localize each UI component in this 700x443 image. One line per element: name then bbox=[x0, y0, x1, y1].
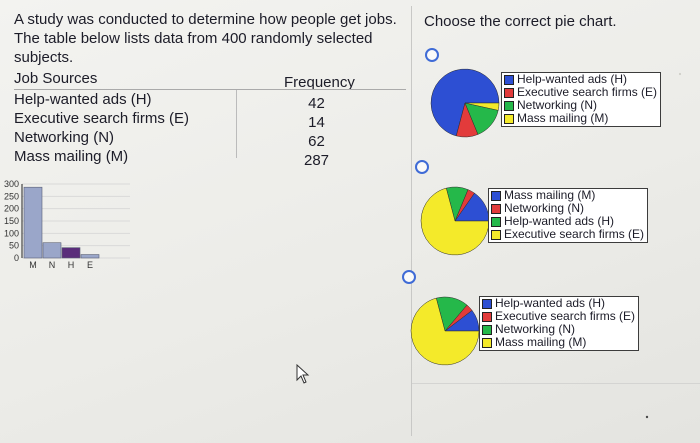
option-a-pie[interactable] bbox=[428, 66, 502, 140]
legend-label: Help-wanted ads (H) bbox=[504, 214, 615, 228]
bar bbox=[23, 186, 43, 259]
table-cell-source: Mass mailing (M) bbox=[14, 148, 129, 165]
legend-label: Mass mailing (M) bbox=[504, 188, 596, 202]
y-tick-label: 150 bbox=[4, 216, 19, 226]
bar bbox=[61, 247, 81, 259]
y-tick-label: 0 bbox=[14, 253, 19, 263]
bottom-divider bbox=[412, 383, 700, 384]
legend-label: Executive search firms (E) bbox=[504, 227, 645, 241]
legend-label: Help-wanted ads (H) bbox=[495, 296, 606, 310]
table-cell-source: Executive search firms (E) bbox=[14, 110, 190, 127]
table-header-rule bbox=[14, 89, 406, 90]
header-frequency: Frequency bbox=[284, 74, 355, 91]
y-tick-label: 200 bbox=[4, 204, 19, 214]
x-tick-label: N bbox=[49, 260, 56, 270]
legend-swatch bbox=[491, 190, 501, 201]
legend-label: Executive search firms (E) bbox=[495, 309, 636, 323]
legend-item: Mass mailing (M) bbox=[482, 336, 635, 349]
legend-item: Executive search firms (E) bbox=[482, 310, 635, 323]
option-a-radio[interactable] bbox=[425, 48, 439, 62]
legend-swatch bbox=[504, 87, 514, 98]
question-line: The table below lists data from 400 rand… bbox=[14, 30, 373, 47]
table-cell-frequency: 62 bbox=[308, 133, 325, 150]
bar-chart: 300 250 200 150 100 50 0M N H E bbox=[4, 179, 130, 270]
x-tick-label: M bbox=[29, 260, 37, 270]
y-tick-label: 50 bbox=[9, 241, 19, 251]
y-tick-label: 250 bbox=[4, 191, 19, 201]
legend-label: Executive search firms (E) bbox=[517, 85, 658, 99]
legend-item: Mass mailing (M) bbox=[491, 189, 644, 202]
x-tick-label: E bbox=[87, 260, 93, 270]
legend-swatch bbox=[482, 337, 492, 348]
legend-item: Help-wanted ads (H) bbox=[491, 215, 644, 228]
legend-label: Networking (N) bbox=[504, 201, 585, 215]
legend-label: Networking (N) bbox=[495, 322, 576, 336]
option-c-radio[interactable] bbox=[402, 270, 416, 284]
legend-swatch bbox=[504, 100, 514, 111]
prompt-text: Choose the correct pie chart. bbox=[424, 13, 617, 30]
legend-swatch bbox=[491, 216, 501, 227]
table-cell-frequency: 14 bbox=[308, 114, 325, 131]
legend-item: Networking (N) bbox=[482, 323, 635, 336]
question-text: A study was conducted to determine how p… bbox=[14, 10, 406, 67]
legend-swatch bbox=[491, 229, 501, 240]
pie-slice bbox=[464, 102, 500, 111]
bar bbox=[42, 242, 62, 259]
option-a-legend: Help-wanted ads (H) Executive search fir… bbox=[501, 72, 662, 127]
option-c-legend: Help-wanted ads (H) Executive search fir… bbox=[479, 296, 640, 351]
option-b-legend: Mass mailing (M) Networking (N) Help-wan… bbox=[488, 188, 649, 243]
legend-swatch bbox=[504, 74, 514, 85]
header-job-sources: Job Sources bbox=[14, 70, 98, 87]
table-cell-source: Help-wanted ads (H) bbox=[14, 91, 152, 108]
legend-item: Networking (N) bbox=[491, 202, 644, 215]
option-c-pie[interactable] bbox=[408, 294, 482, 368]
pie-slice bbox=[420, 187, 490, 256]
legend-item: Executive search firms (E) bbox=[491, 228, 644, 241]
question-line: subjects. bbox=[14, 49, 74, 66]
legend-swatch bbox=[491, 203, 501, 214]
legend-item: Mass mailing (M) bbox=[504, 112, 657, 125]
table-cell-frequency: 287 bbox=[303, 152, 330, 169]
bar bbox=[80, 254, 100, 259]
option-b-radio[interactable] bbox=[415, 160, 429, 174]
pie-slice bbox=[410, 297, 480, 366]
table-column-rule bbox=[236, 90, 237, 158]
legend-item: Networking (N) bbox=[504, 99, 657, 112]
table-cell-source: Networking (N) bbox=[14, 129, 115, 146]
table-cell-frequency: 42 bbox=[308, 95, 325, 112]
legend-label: Help-wanted ads (H) bbox=[517, 72, 628, 86]
legend-swatch bbox=[482, 311, 492, 322]
legend-swatch bbox=[482, 298, 492, 309]
legend-item: Executive search firms (E) bbox=[504, 86, 657, 99]
y-tick-label: 300 bbox=[4, 179, 19, 189]
legend-swatch bbox=[482, 324, 492, 335]
legend-item: Help-wanted ads (H) bbox=[482, 297, 635, 310]
column-divider bbox=[411, 6, 412, 436]
option-b-pie[interactable] bbox=[418, 184, 492, 258]
question-line: A study was conducted to determine how p… bbox=[14, 11, 397, 28]
x-tick-label: H bbox=[68, 260, 75, 270]
mouse-cursor-icon bbox=[296, 364, 310, 384]
legend-label: Mass mailing (M) bbox=[495, 335, 587, 349]
legend-swatch bbox=[504, 113, 514, 124]
legend-label: Mass mailing (M) bbox=[517, 111, 609, 125]
y-tick-label: 100 bbox=[4, 228, 19, 238]
legend-label: Networking (N) bbox=[517, 98, 598, 112]
legend-item: Help-wanted ads (H) bbox=[504, 73, 657, 86]
